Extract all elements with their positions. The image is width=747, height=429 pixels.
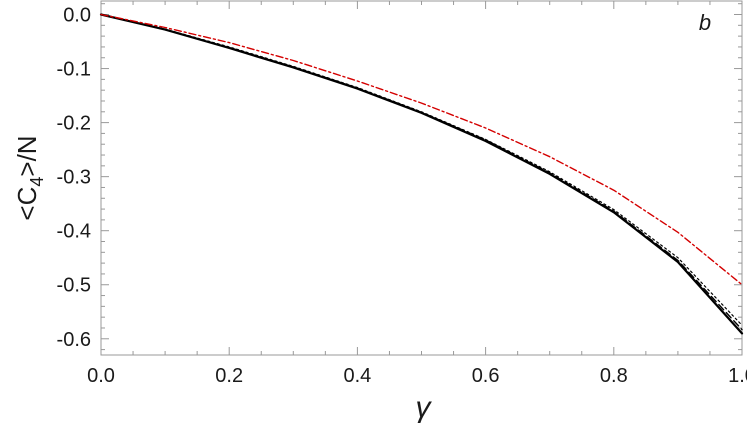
tick-labels: 0.0 0.2 0.4 0.6 0.8 1.0 0.0 -0.1 -0.2 -0.3 -0.4 -0.… <box>57 5 747 387</box>
y-tick-label: -0.5 <box>57 275 91 297</box>
x-tick-label: 0.8 <box>600 365 628 387</box>
y-axis-title-open: <C <box>12 187 42 221</box>
panel-label: b <box>699 10 711 35</box>
y-axis-title-close: >/N <box>12 135 42 176</box>
series-line-3 <box>100 13 743 326</box>
x-tick-label: 0.6 <box>472 365 500 387</box>
y-tick-label: -0.2 <box>57 113 91 135</box>
x-tick-label: 0.0 <box>87 365 115 387</box>
y-axis-title: <C4>/N <box>12 135 47 220</box>
x-tick-label: 0.4 <box>343 365 371 387</box>
x-axis-title: γ <box>416 391 433 424</box>
y-tick-label: -0.6 <box>57 329 91 351</box>
series-line-4 <box>100 13 743 286</box>
y-tick-label: -0.3 <box>57 167 91 189</box>
x-tick-label: 0.2 <box>215 365 243 387</box>
series-lines <box>99 13 744 335</box>
y-tick-label: -0.4 <box>57 221 91 243</box>
x-tick-label: 1.0 <box>728 365 747 387</box>
y-axis-title-subscript: 4 <box>27 177 47 187</box>
series-line-1 <box>99 13 744 335</box>
plot-frame <box>100 0 743 356</box>
y-tick-label: 0.0 <box>63 5 91 27</box>
y-tick-label: -0.1 <box>57 59 91 81</box>
series-line-2 <box>100 13 743 331</box>
axis-ticks <box>100 1 743 355</box>
